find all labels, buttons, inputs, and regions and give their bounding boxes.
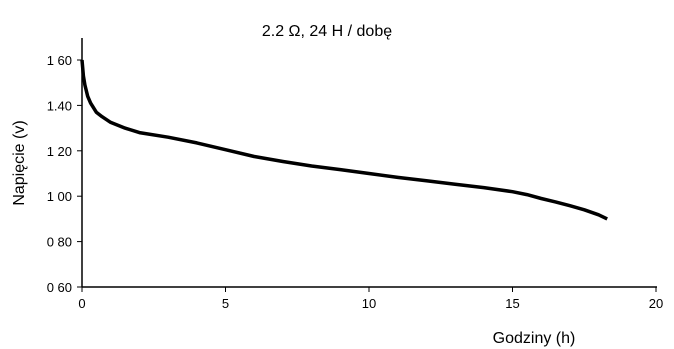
- x-ticks: 0 5 10 15 20: [78, 287, 663, 311]
- y-axis-label: Napięcie (v): [11, 120, 28, 205]
- y-tick-label: 1 60: [47, 53, 72, 68]
- plot-series: [80, 59, 608, 221]
- x-tick-label: 10: [362, 296, 376, 311]
- y-tick-label: 1.40: [47, 98, 72, 113]
- y-tick-label: 0 80: [47, 235, 72, 250]
- x-tick-label: 15: [505, 296, 519, 311]
- x-tick-label: 20: [649, 296, 663, 311]
- y-tick-label: 1 00: [47, 189, 72, 204]
- chart-title: 2.2 Ω, 24 H / dobę: [262, 23, 392, 40]
- x-axis-label: Godziny (h): [493, 330, 576, 347]
- series-line: [80, 59, 608, 221]
- x-tick-label: 5: [222, 296, 229, 311]
- y-tick-label: 0 60: [47, 280, 72, 295]
- y-tick-label: 1 20: [47, 144, 72, 159]
- y-ticks: 0 60 0 80 1 00 1 20 1.40 1 60: [47, 53, 82, 295]
- x-tick-label: 0: [78, 296, 85, 311]
